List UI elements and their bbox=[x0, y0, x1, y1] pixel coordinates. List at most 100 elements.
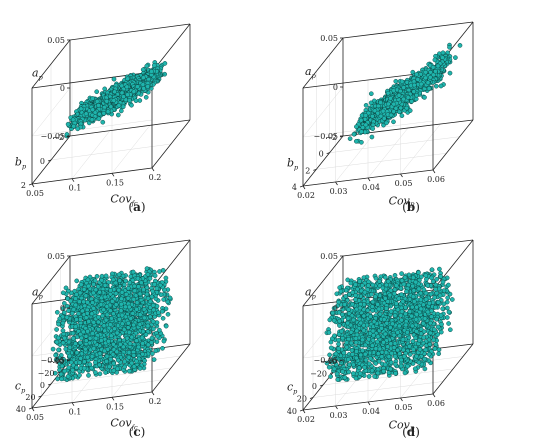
scatter-point bbox=[145, 342, 151, 348]
scatter-point bbox=[91, 319, 97, 325]
panel-2: 0.02 0.03 0.04 0.05 0.06−2024−0.0500.05CovRb… bbox=[287, 21, 474, 214]
scatter-point bbox=[65, 374, 71, 379]
scatter-point bbox=[108, 356, 114, 362]
scatter-point bbox=[83, 333, 89, 339]
scatter-point bbox=[135, 276, 141, 281]
scatter-point bbox=[85, 354, 90, 360]
x-tick-label: 0.15 bbox=[106, 402, 124, 411]
scatter-point bbox=[68, 298, 73, 304]
scatter-point bbox=[399, 271, 404, 276]
scatter-point bbox=[97, 362, 102, 368]
scatter-point bbox=[70, 330, 76, 336]
scatter-point bbox=[446, 282, 451, 288]
scatter-point bbox=[111, 76, 117, 82]
scatter-point bbox=[70, 335, 76, 341]
scatter-point bbox=[396, 109, 402, 115]
scatter-point bbox=[141, 86, 147, 91]
scatter-point bbox=[120, 104, 126, 110]
scatter-point bbox=[81, 329, 86, 335]
scatter-point bbox=[154, 320, 160, 325]
scatter-point bbox=[119, 90, 125, 96]
scatter-point bbox=[457, 43, 463, 48]
z-tick-label: 0 bbox=[333, 83, 338, 92]
scatter-point bbox=[91, 346, 97, 351]
scatter-point bbox=[415, 77, 421, 82]
scatter-point bbox=[114, 330, 120, 336]
scatter-point bbox=[161, 297, 167, 302]
scatter-point bbox=[123, 304, 128, 310]
scatter-point bbox=[77, 317, 83, 322]
scatter-point bbox=[388, 112, 394, 118]
scatter-point bbox=[123, 291, 129, 297]
scatter-point bbox=[100, 119, 106, 125]
scatter-point bbox=[75, 126, 81, 132]
scatter-point bbox=[139, 335, 145, 341]
scatter-point bbox=[127, 341, 133, 346]
scatter-point bbox=[78, 106, 84, 112]
scatter-point bbox=[91, 282, 96, 287]
scatter-point bbox=[81, 287, 87, 292]
scatter-point bbox=[369, 134, 375, 140]
scatter-point bbox=[134, 338, 139, 344]
scatter-point bbox=[445, 295, 451, 301]
scatter-point bbox=[103, 370, 108, 375]
scatter-point bbox=[351, 131, 357, 137]
z-tick-label: 0.05 bbox=[47, 36, 65, 45]
scatter-point bbox=[423, 273, 429, 278]
scatter-point bbox=[132, 283, 137, 289]
scatter-point bbox=[152, 273, 158, 279]
scatter-point bbox=[411, 82, 417, 88]
scatter-point bbox=[154, 333, 160, 339]
scatter-point bbox=[422, 95, 427, 100]
scatter-point bbox=[438, 83, 444, 89]
scatter-point bbox=[90, 331, 95, 336]
scatter-point bbox=[121, 94, 126, 100]
scatter-point bbox=[56, 321, 61, 327]
scatter-point bbox=[90, 300, 95, 305]
scatter-point bbox=[69, 310, 75, 316]
scatter-point bbox=[370, 113, 375, 119]
scatter-point bbox=[418, 274, 424, 280]
scatter-point bbox=[99, 277, 105, 283]
scatter-point bbox=[422, 366, 428, 372]
scatter-point bbox=[79, 335, 84, 341]
scatter-point bbox=[409, 98, 415, 104]
scatter-point bbox=[89, 311, 95, 317]
y-tick-label: −20 bbox=[38, 369, 55, 378]
scatter-point bbox=[145, 272, 151, 277]
scatter-point bbox=[431, 327, 437, 332]
scatter-point bbox=[110, 352, 116, 357]
scatter-point bbox=[125, 76, 130, 82]
scatter-point bbox=[136, 344, 141, 350]
scatter-point bbox=[434, 316, 439, 322]
scatter-point bbox=[427, 341, 433, 347]
scatter-point bbox=[143, 94, 149, 100]
scatter-point bbox=[427, 330, 433, 336]
x-tick-label: 0.04 bbox=[362, 183, 380, 192]
scatter-point bbox=[138, 280, 144, 286]
scatter-point bbox=[165, 311, 171, 317]
scatter-point bbox=[433, 304, 438, 310]
scatter-point bbox=[71, 123, 77, 129]
scatter-point bbox=[118, 342, 123, 347]
scatter-point bbox=[418, 81, 424, 87]
scatter-point bbox=[111, 311, 116, 317]
scatter-point bbox=[126, 329, 132, 335]
x-tick-label: 0.06 bbox=[427, 175, 445, 184]
scatter-point bbox=[124, 84, 130, 90]
scatter-point bbox=[423, 75, 429, 81]
scatter-point bbox=[74, 278, 80, 284]
scatter-point bbox=[77, 372, 82, 378]
scatter-point bbox=[363, 102, 369, 108]
scatter-point bbox=[126, 304, 132, 310]
scatter-point bbox=[359, 139, 364, 145]
scatter-points bbox=[324, 266, 455, 382]
scatter-point bbox=[140, 67, 146, 73]
scatter-point bbox=[62, 335, 67, 341]
scatter-point bbox=[73, 302, 79, 308]
scatter-point bbox=[411, 89, 417, 94]
x-tick-label: 0.2 bbox=[149, 397, 162, 406]
scatter-point bbox=[393, 78, 399, 84]
scatter-point bbox=[81, 365, 87, 371]
